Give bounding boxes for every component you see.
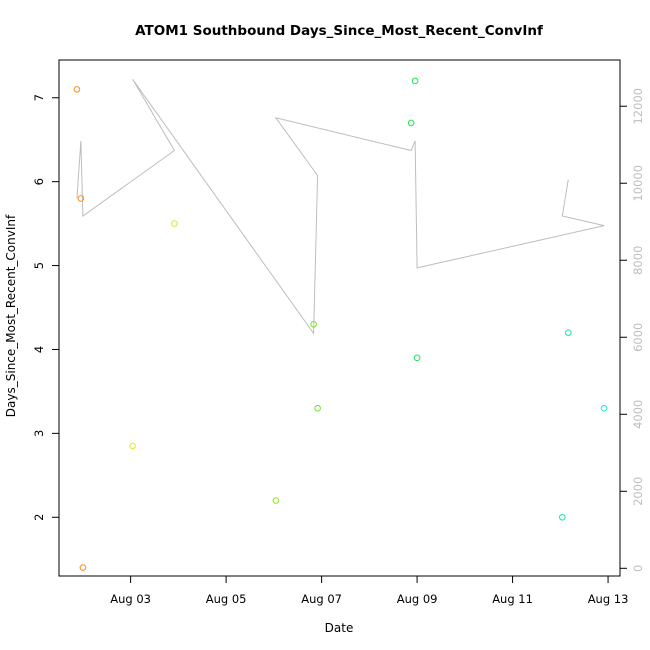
y-tick-label: 3 (32, 430, 46, 437)
data-point-1 (73, 86, 81, 93)
data-point-13 (564, 329, 572, 336)
data-point-12 (559, 513, 566, 521)
y-tick-label: 4 (32, 346, 46, 353)
line-series-path (76, 79, 605, 335)
y2-tick-label: 2000 (631, 477, 645, 506)
data-point-14 (600, 404, 608, 412)
x-tick-label: Aug 11 (492, 592, 533, 606)
data-point-2 (77, 195, 85, 202)
x-axis: Aug 03 Aug 05 Aug 07 Aug 09 Aug 11 Aug 13 (110, 575, 629, 606)
data-point-11 (413, 354, 421, 362)
y-axis-title: Days_Since_Most_Recent_ConvInf (4, 214, 18, 417)
data-point-6 (272, 497, 280, 504)
y2-tick-label: 0 (631, 565, 645, 572)
plot-area-border (58, 59, 621, 577)
data-point-8 (314, 404, 321, 412)
y2-tick-label: 10000 (631, 165, 645, 202)
data-point-10 (411, 77, 419, 85)
y2-tick-label: 4000 (631, 400, 645, 429)
data-point-7 (310, 320, 317, 328)
data-point-9 (407, 119, 415, 127)
y-axis-left: 2 3 4 5 6 7 (32, 94, 60, 521)
x-tick-label: Aug 05 (206, 592, 247, 606)
y-tick-label: 5 (32, 262, 46, 269)
y2-tick-label: 8000 (631, 246, 645, 275)
data-point-5 (171, 220, 178, 227)
line-series (76, 79, 605, 335)
x-tick-label: Aug 07 (301, 592, 342, 606)
y-axis-right: 0 2000 4000 6000 8000 10000 12000 (619, 88, 645, 572)
x-tick-label: Aug 13 (588, 592, 629, 606)
y2-tick-label: 12000 (631, 88, 645, 125)
chart-title: ATOM1 Southbound Days_Since_Most_Recent_… (135, 23, 543, 39)
y-tick-label: 6 (32, 178, 46, 185)
y-tick-label: 7 (32, 94, 46, 101)
data-point-3 (79, 564, 87, 571)
x-tick-label: Aug 03 (110, 592, 151, 606)
data-point-4 (129, 442, 136, 450)
x-tick-label: Aug 09 (397, 592, 438, 606)
scatter-points (73, 77, 608, 571)
y-tick-label: 2 (32, 514, 46, 521)
y2-tick-label: 6000 (631, 323, 645, 352)
x-axis-title: Date (325, 621, 354, 635)
